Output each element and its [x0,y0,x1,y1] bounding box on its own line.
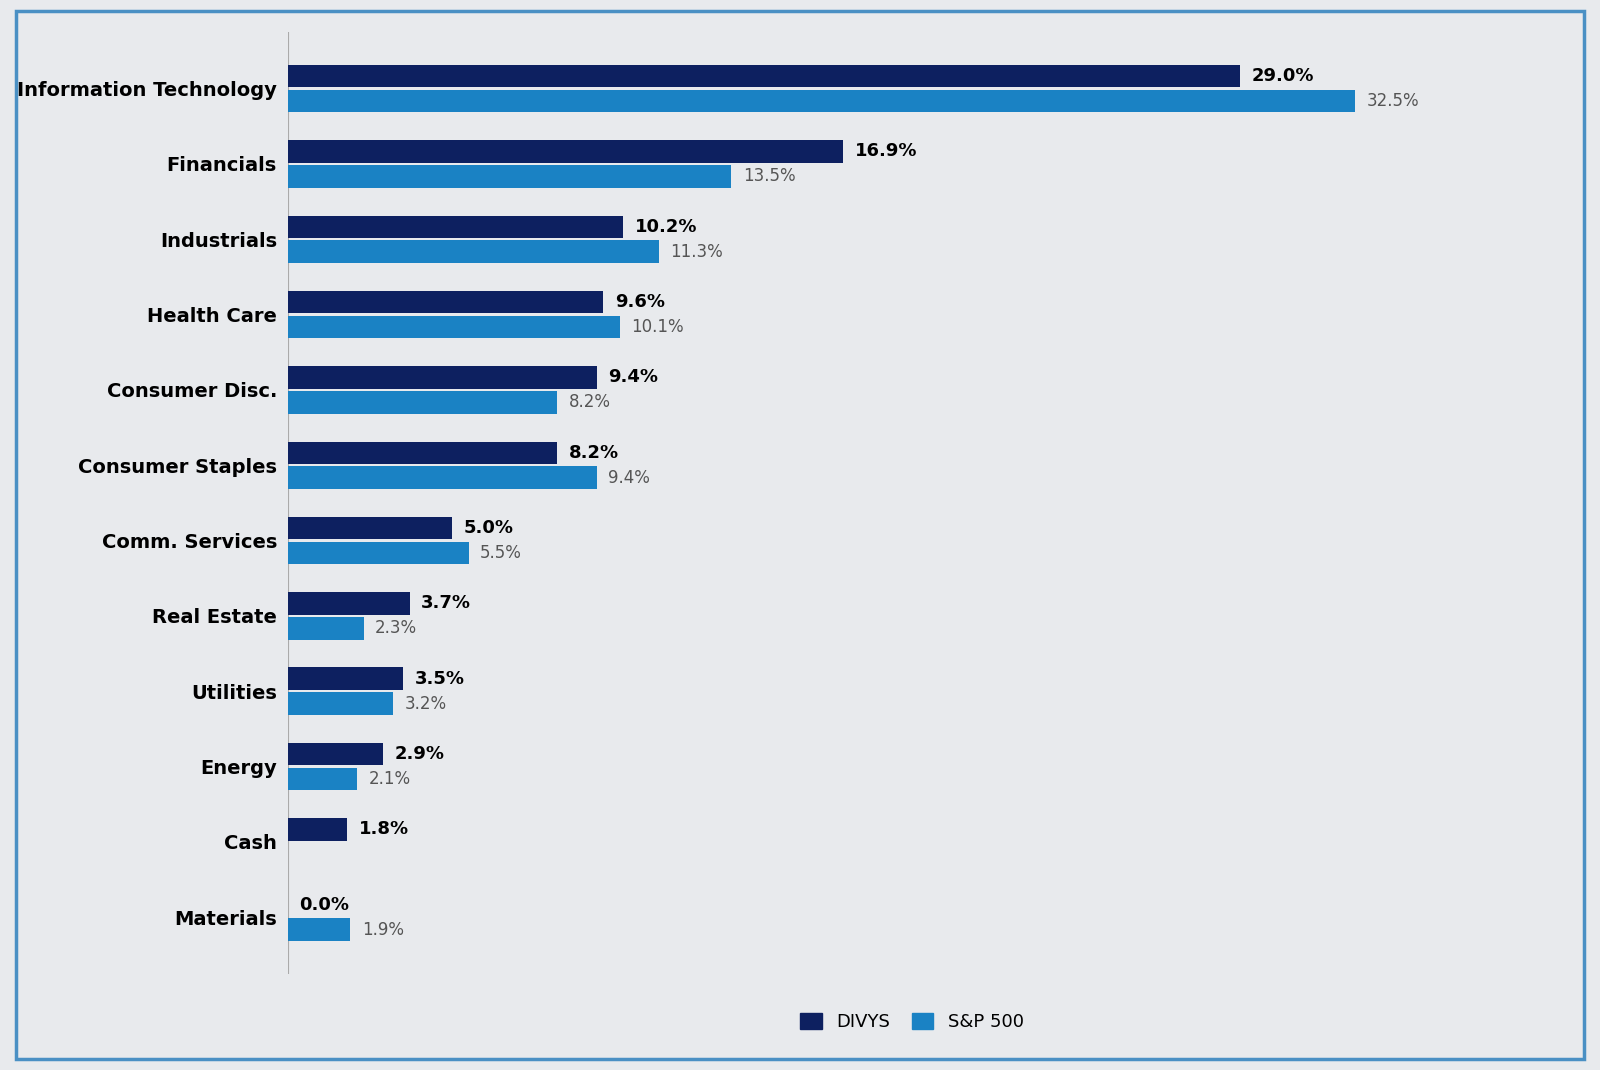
Bar [288,517,453,539]
Text: 8.2%: 8.2% [570,394,611,411]
Bar [288,391,557,414]
Text: 8.2%: 8.2% [570,444,619,462]
Legend: DIVYS, S&P 500: DIVYS, S&P 500 [790,1004,1034,1040]
Bar [288,366,597,388]
Bar [288,215,622,239]
Bar [288,767,357,791]
Bar [288,316,619,338]
Bar [288,592,410,615]
Text: 2.1%: 2.1% [368,770,411,788]
Bar [288,743,384,765]
Bar [288,668,403,690]
Text: 5.0%: 5.0% [464,519,514,537]
Bar [288,165,731,187]
Text: 10.1%: 10.1% [630,318,683,336]
Bar [288,692,394,715]
Text: 3.2%: 3.2% [405,694,446,713]
Bar [288,442,557,464]
Text: 13.5%: 13.5% [742,167,795,185]
Text: 9.6%: 9.6% [614,293,664,311]
Text: 29.0%: 29.0% [1251,67,1315,86]
Text: 16.9%: 16.9% [854,142,917,160]
Text: 1.8%: 1.8% [358,821,408,839]
Text: 32.5%: 32.5% [1366,92,1419,110]
Text: 11.3%: 11.3% [670,243,723,261]
Bar [288,90,1355,112]
Text: 0.0%: 0.0% [299,896,349,914]
Bar [288,140,843,163]
Bar [288,65,1240,88]
Bar [288,541,469,564]
Text: 2.9%: 2.9% [395,745,445,763]
Bar [288,617,363,640]
Text: 5.5%: 5.5% [480,544,522,562]
Text: 3.5%: 3.5% [414,670,464,688]
Bar [288,467,597,489]
Text: 10.2%: 10.2% [635,218,698,235]
Text: 1.9%: 1.9% [362,920,403,938]
Bar [288,918,350,941]
Text: 2.3%: 2.3% [374,620,418,638]
Text: 3.7%: 3.7% [421,595,470,612]
Bar [288,819,347,841]
Text: 9.4%: 9.4% [608,368,658,386]
Bar [288,241,659,263]
Text: 9.4%: 9.4% [608,469,650,487]
Bar [288,291,603,314]
